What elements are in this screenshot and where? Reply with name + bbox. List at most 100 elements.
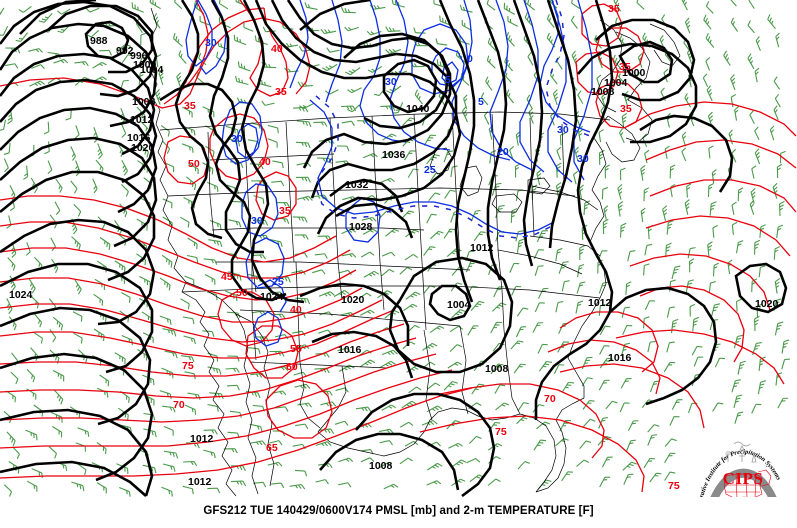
temp-cold-label-9: 30 — [385, 76, 397, 88]
contour-warm-ag — [627, 101, 797, 137]
lake-superior — [429, 147, 453, 175]
isobar-ridge-c — [208, 0, 264, 254]
isobar-1008-gulf — [355, 392, 496, 497]
maritimes — [605, 115, 641, 163]
state-line-pa — [531, 185, 599, 211]
gulf-of-california — [235, 313, 275, 487]
temp-warm-label-2: 35 — [279, 205, 291, 217]
isobar-1020-atl — [734, 262, 788, 314]
contour-warm-z — [559, 363, 705, 429]
isobar-1000 — [0, 0, 158, 98]
baffin-island — [649, 23, 681, 67]
contour-warm-q — [0, 369, 453, 449]
isobar-trough-b — [476, 0, 508, 281]
contour-warm-h — [0, 195, 337, 263]
temp-warm-label-8: 40 — [290, 304, 302, 316]
isobar-label-22: 1008 — [485, 363, 509, 375]
contour-cold-g — [257, 279, 287, 313]
isobar-1040 — [382, 58, 438, 114]
temp-cold-label-10: 25 — [424, 164, 436, 176]
contour-cold-e — [241, 183, 279, 237]
freezing-line-blue — [315, 0, 591, 239]
isobar-1028-a — [254, 0, 462, 235]
isobar-1024-a — [0, 170, 156, 282]
hudson-bay-east — [615, 31, 651, 101]
state-line-v5 — [371, 115, 385, 311]
contour-warm-ab — [615, 329, 785, 385]
isobar-label-23: 1012 — [588, 297, 612, 309]
contour-warm-aj — [595, 81, 643, 129]
isobar-label-11: 1012 — [188, 476, 212, 488]
isobar-1020-ext — [299, 282, 410, 346]
isobar-1024-f — [0, 408, 154, 497]
contour-warm-a — [0, 17, 311, 109]
isobar-label-20: 1012 — [470, 242, 494, 254]
isobar-1008 — [0, 52, 156, 156]
contour-cold-m — [451, 0, 511, 161]
temp-warm-label-19: 75 — [668, 480, 680, 492]
contour-cold-n — [489, 0, 533, 171]
temp-warm-label-10: 60 — [286, 361, 298, 373]
isobar-label-0: 988 — [90, 35, 108, 47]
isobar-ridge-d — [240, 0, 305, 304]
contour-cold-f — [245, 237, 285, 289]
isobar-label-21: 1004 — [447, 299, 471, 311]
contour-cold-h — [359, 0, 407, 143]
freezing-line-seg-b — [545, 0, 591, 137]
contour-warm-l — [0, 299, 383, 343]
isobar-ridge-b — [174, 0, 223, 240]
temp-warm-label-11: 65 — [266, 442, 278, 454]
contour-cold-w — [253, 311, 283, 347]
isobar-1012-gulf — [319, 432, 460, 491]
contour-warm-x — [559, 311, 659, 373]
contour-warm-p — [0, 353, 437, 423]
state-line-h5 — [249, 361, 389, 369]
contour-warm-u — [265, 379, 333, 439]
us-canada-border — [159, 111, 611, 131]
contour-warm-o — [0, 337, 417, 399]
state-line-ga-west — [497, 249, 521, 415]
isobar-label-16: 1024 — [260, 291, 284, 303]
contour-warm-r — [0, 387, 473, 479]
isobar-label-1: 992 — [116, 45, 134, 57]
isobar-1012 — [0, 78, 158, 184]
isobar-1024-c — [0, 262, 154, 374]
state-line-v7 — [451, 112, 461, 263]
isobar-1024-e — [0, 352, 154, 482]
contour-cold-k — [431, 47, 465, 87]
contour-cold-v — [539, 0, 591, 133]
isobar-label-6: 1012 — [130, 114, 154, 126]
contour-cold-o — [519, 0, 545, 173]
temp-cold-label-5: 5 — [445, 74, 451, 86]
isobar-1012-ne — [639, 114, 734, 193]
coastline-gulf-texas — [317, 365, 521, 457]
isobar-trough-e — [534, 0, 614, 420]
temp-cold-label-8: 30 — [557, 124, 569, 136]
isobar-label-19: 1008 — [369, 460, 393, 472]
contour-warm-w — [419, 415, 645, 493]
isobar-label-14: 1032 — [345, 179, 369, 191]
state-line-v10 — [561, 123, 565, 185]
isobar-1024-d — [0, 306, 152, 426]
isobar-1016-atl — [609, 286, 718, 406]
isobar-label-27: 1004 — [604, 77, 628, 89]
temp-warm-label-7: 50 — [236, 287, 248, 299]
isobar-label-13: 1036 — [382, 149, 406, 161]
temp-warm-label-17: 70 — [544, 393, 556, 405]
isobar-1016 — [0, 106, 158, 214]
rio-grande — [299, 361, 321, 429]
contour-cold-p — [547, 0, 573, 183]
contour-warm-s — [217, 291, 275, 347]
map-background — [0, 0, 797, 497]
lake-michigan-huron — [459, 165, 483, 197]
temp-warm-label-0: 35 — [184, 100, 196, 112]
isobar-1004-low — [428, 284, 472, 322]
temp-cold-label-3: 25 — [272, 276, 284, 288]
temp-warm-label-6: 45 — [221, 271, 233, 283]
isobar-label-3: 1000 — [133, 59, 157, 71]
temp-warm-label-12: 70 — [173, 399, 185, 411]
contour-warm-e — [255, 171, 297, 221]
contour-cold-q — [573, 0, 593, 181]
lake-erie — [491, 193, 523, 213]
